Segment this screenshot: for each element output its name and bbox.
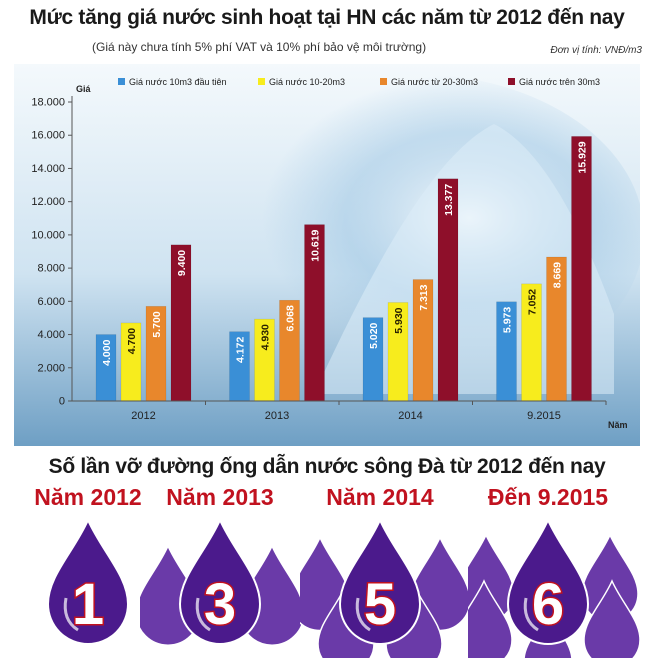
chart-legend: Giá nước 10m3 đầu tiên Giá nước 10-20m3 Gi…: [118, 77, 600, 87]
x-tick-label: 9.2015: [527, 410, 561, 422]
bar-data-label: 8.669: [552, 262, 564, 288]
legend-label: Giá nước trên 30m3: [519, 77, 600, 87]
water-drop-icon: [46, 518, 130, 645]
bar-data-label: 15.929: [577, 141, 589, 173]
drop-highlight: [195, 597, 211, 632]
drop-highlight: [63, 597, 79, 632]
pipe-break-title: Số lần vỡ đường ống dẫn nước sông Đà từ …: [48, 455, 606, 478]
water-drop-icon: [583, 579, 641, 658]
legend-label: Giá nước 10m3 đầu tiên: [129, 77, 226, 87]
y-tick-label: 6.000: [37, 296, 65, 308]
pipe-break-panel: Năm 2013 3: [140, 484, 305, 664]
bar-data-label: 10.619: [310, 229, 322, 261]
y-tick-label: 12.000: [31, 196, 65, 208]
y-tick-label: 2.000: [37, 362, 65, 374]
water-drop-icon: [178, 518, 262, 645]
chart-title: Mức tăng giá nước sinh hoạt tại HN các n…: [29, 6, 625, 29]
bar-data-label: 6.068: [285, 305, 297, 331]
bar-data-label: 7.052: [527, 289, 539, 315]
water-drops-cluster: 1: [46, 518, 130, 645]
bar-data-label: 7.313: [418, 284, 430, 310]
pipe-break-panel: Đến 9.2015 6: [468, 484, 641, 664]
y-tick-label: 8.000: [37, 263, 65, 275]
water-drops-cluster: 6: [468, 518, 641, 658]
pipe-break-panel: Năm 2014 5: [300, 484, 471, 664]
water-drop-icon: [506, 518, 590, 645]
panel-year-label: Năm 2013: [166, 484, 274, 510]
y-tick-label: 16.000: [31, 130, 65, 142]
water-drop-icon: [468, 579, 513, 658]
bar-data-label: 4.700: [126, 328, 138, 354]
bar-data-label: 4.000: [101, 339, 113, 365]
bar: [571, 136, 592, 402]
panel-year-label: Năm 2014: [326, 484, 434, 510]
bar-data-label: 4.172: [235, 337, 247, 363]
x-tick-label: 2012: [131, 410, 155, 422]
legend-label: Giá nước 10-20m3: [269, 77, 345, 87]
bar-data-label: 4.930: [260, 324, 272, 350]
bar-data-label: 5.020: [368, 322, 380, 348]
unit-note: Đơn vị tính: VNĐ/m3: [550, 45, 642, 56]
bar-data-label: 9.400: [176, 250, 188, 276]
water-drops-cluster: 5: [300, 518, 471, 658]
bar-data-label: 5.973: [502, 307, 514, 333]
legend-swatch: [380, 78, 387, 85]
pipe-break-panel: Năm 2012 1: [8, 484, 168, 664]
bar-data-label: 5.700: [151, 311, 163, 337]
water-drop-icon: [338, 518, 422, 645]
break-count: 1: [72, 572, 104, 637]
bar-data-label: 13.377: [443, 184, 455, 216]
legend-swatch: [258, 78, 265, 85]
legend-label: Giá nước từ 20-30m3: [391, 77, 478, 87]
chart-subtitle: (Giá này chưa tính 5% phí VAT và 10% phí…: [92, 40, 427, 54]
break-count: 6: [532, 572, 564, 637]
water-drops-cluster: 3: [140, 518, 305, 646]
y-tick-label: 14.000: [31, 163, 65, 175]
y-tick-label: 0: [59, 396, 65, 408]
break-count: 5: [364, 572, 396, 637]
drop-highlight: [355, 597, 371, 632]
price-bar-chart: Giá nước 10m3 đầu tiên Giá nước 10-20m3 Gi…: [14, 64, 640, 446]
y-tick-label: 18.000: [31, 97, 65, 109]
legend-swatch: [508, 78, 515, 85]
drop-highlight: [523, 597, 539, 632]
x-tick-label: 2014: [398, 410, 422, 422]
bar-data-label: 5.930: [393, 307, 405, 333]
x-tick-label: 2013: [265, 410, 289, 422]
break-count: 3: [204, 572, 236, 637]
panel-year-label: Năm 2012: [34, 484, 142, 510]
y-tick-label: 10.000: [31, 229, 65, 241]
panel-year-label: Đến 9.2015: [487, 484, 609, 510]
y-tick-label: 4.000: [37, 329, 65, 341]
y-axis-label: Giá: [76, 84, 92, 94]
legend-swatch: [118, 78, 125, 85]
x-axis-label: Năm: [608, 420, 628, 430]
